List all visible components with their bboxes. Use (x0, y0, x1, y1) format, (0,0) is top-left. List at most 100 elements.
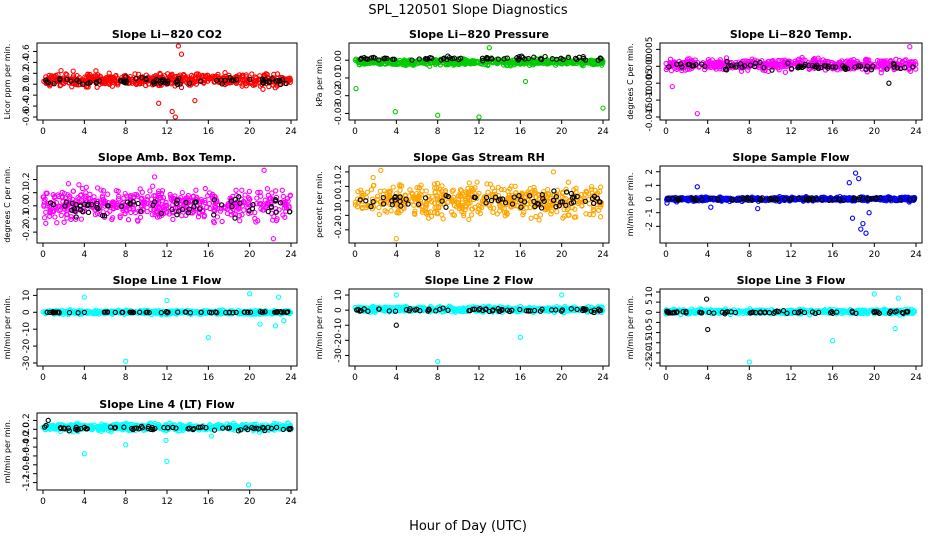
data-point (246, 196, 253, 202)
data-point (376, 204, 382, 211)
data-point (275, 77, 281, 84)
data-point (222, 70, 228, 76)
data-point (170, 216, 176, 223)
data-point (583, 211, 589, 217)
data-point (833, 64, 839, 70)
data-point (771, 61, 777, 68)
data-point (193, 199, 199, 205)
data-point (481, 194, 487, 200)
data-point (246, 188, 253, 195)
x-tick-label: 24 (285, 373, 297, 383)
data-point (560, 215, 566, 221)
series-1-points (664, 170, 918, 236)
data-point (717, 57, 723, 63)
data-point (766, 64, 772, 70)
data-point (164, 209, 170, 216)
data-point (491, 188, 498, 194)
data-point (566, 212, 572, 218)
data-point (908, 58, 914, 65)
data-point (536, 217, 542, 223)
data-point (504, 55, 510, 61)
x-tick-label: 0 (40, 373, 46, 383)
data-point (390, 56, 396, 62)
plot-frame (348, 288, 610, 367)
data-point (357, 56, 364, 63)
outlier-point (393, 235, 399, 242)
data-point (568, 190, 574, 197)
y-tick-label: 0.1 (334, 179, 344, 193)
data-point (257, 83, 263, 89)
data-point (537, 212, 544, 218)
data-point (149, 211, 155, 218)
data-point (666, 64, 672, 70)
data-point (387, 188, 394, 195)
data-point (50, 209, 56, 215)
data-point (83, 184, 89, 190)
data-point (561, 206, 567, 213)
data-point (380, 194, 386, 201)
data-point (188, 72, 195, 79)
data-point (269, 190, 275, 196)
data-point (417, 191, 423, 197)
y-tick-label: 10 (22, 289, 32, 301)
data-point (151, 81, 157, 87)
data-point (266, 80, 272, 86)
data-point (283, 205, 290, 211)
data-point (195, 214, 202, 220)
data-point (249, 205, 256, 212)
data-point (245, 202, 251, 208)
data-point (416, 184, 422, 191)
y-tick-label: 0.0 (22, 77, 32, 92)
data-point (381, 56, 387, 62)
x-tick-label: 12 (161, 127, 172, 137)
x-tick-label: 4 (705, 250, 711, 260)
y-axis-label: ml/min per min. (626, 173, 635, 237)
data-point (466, 180, 472, 186)
outlier-point (164, 297, 170, 304)
data-point (765, 61, 771, 68)
data-point (752, 60, 759, 66)
data-point (132, 71, 138, 77)
data-point (380, 201, 387, 207)
data-point (397, 187, 403, 193)
panel-title: Slope Amb. Box Temp. (98, 151, 236, 164)
data-point (272, 198, 278, 204)
data-point (70, 188, 76, 194)
data-point (165, 78, 171, 84)
data-point (54, 220, 60, 226)
data-point (438, 57, 444, 63)
data-point (821, 62, 827, 69)
data-point (211, 197, 218, 203)
data-point (137, 186, 143, 192)
data-point (598, 56, 604, 62)
data-point (83, 190, 89, 196)
data-point (558, 199, 564, 205)
data-point (138, 196, 144, 202)
data-point (80, 81, 86, 87)
data-point (705, 57, 712, 63)
x-tick-label: 16 (515, 373, 527, 383)
y-tick-label: 0.00 (334, 50, 344, 70)
outlier-point (863, 230, 869, 236)
data-point (265, 208, 271, 215)
data-point (403, 62, 409, 69)
data-point (495, 56, 502, 62)
data-point (465, 201, 471, 207)
x-tick-label: 8 (123, 373, 129, 383)
data-point (475, 202, 482, 208)
y-tick-label: 1 (645, 183, 655, 189)
data-point (52, 214, 58, 220)
data-point (150, 202, 156, 208)
data-point (233, 187, 239, 193)
data-point (179, 213, 185, 219)
data-point (70, 68, 76, 74)
data-point (749, 56, 755, 62)
data-point (358, 55, 365, 61)
data-point (476, 190, 482, 197)
data-point (359, 202, 365, 208)
data-point (449, 209, 455, 215)
data-point (276, 77, 283, 84)
data-point (403, 193, 409, 199)
series-2-points (666, 58, 916, 86)
data-point (94, 84, 100, 90)
